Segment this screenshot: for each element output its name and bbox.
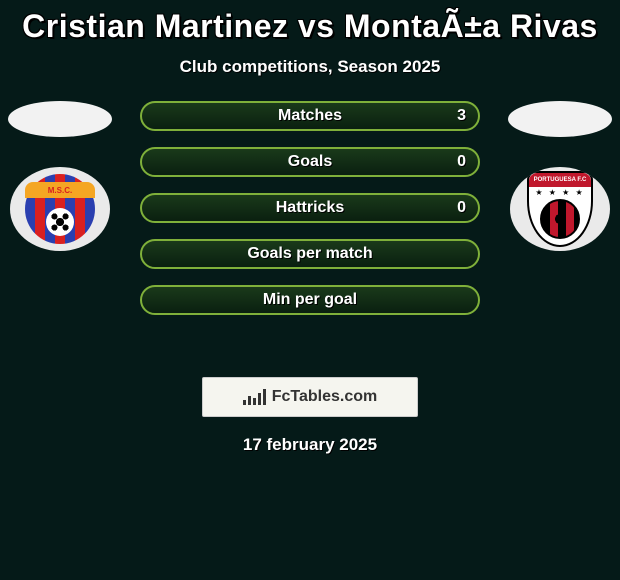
crest-left-initials: M.S.C. bbox=[25, 182, 95, 198]
stars-icon: ★ ★ ★ ★ bbox=[535, 188, 584, 197]
club-left-crest: M.S.C. bbox=[10, 167, 110, 251]
bar-chart-icon bbox=[243, 389, 266, 405]
player-left-avatar bbox=[8, 101, 112, 137]
stat-label: Goals per match bbox=[247, 245, 372, 263]
stats-table: Matches 3 Goals 0 Hattricks 0 Goals per match M… bbox=[140, 101, 480, 331]
club-right-crest: PORTUGUESA F.C ★ ★ ★ ★ bbox=[510, 167, 610, 251]
stat-row: Min per goal bbox=[140, 285, 480, 315]
stat-right-value: 0 bbox=[457, 149, 466, 175]
stat-label: Min per goal bbox=[263, 291, 357, 309]
stat-label: Hattricks bbox=[276, 199, 344, 217]
stat-right-value: 3 bbox=[457, 103, 466, 129]
crest-right-banner: PORTUGUESA F.C bbox=[529, 173, 591, 187]
stat-row: Hattricks 0 bbox=[140, 193, 480, 223]
logo-text: FcTables.com bbox=[272, 388, 378, 406]
subtitle: Club competitions, Season 2025 bbox=[0, 57, 620, 77]
stat-right-value: 0 bbox=[457, 195, 466, 221]
player-left-column: M.S.C. bbox=[0, 101, 120, 251]
stat-label: Matches bbox=[278, 107, 342, 125]
stat-row: Goals 0 bbox=[140, 147, 480, 177]
soccer-ball-icon bbox=[540, 199, 580, 239]
stat-row: Goals per match bbox=[140, 239, 480, 269]
comparison-infographic: Cristian Martinez vs MontaÃ±a Rivas Club… bbox=[0, 0, 620, 580]
page-title: Cristian Martinez vs MontaÃ±a Rivas bbox=[0, 0, 620, 45]
fctables-logo: FcTables.com bbox=[202, 377, 418, 417]
soccer-ball-icon bbox=[46, 208, 74, 236]
date-text: 17 february 2025 bbox=[0, 435, 620, 455]
content-area: M.S.C. PORTUGUESA F.C ★ ★ ★ ★ Matches 3 Go… bbox=[0, 101, 620, 361]
player-right-column: PORTUGUESA F.C ★ ★ ★ ★ bbox=[500, 101, 620, 251]
stat-label: Goals bbox=[288, 153, 332, 171]
player-right-avatar bbox=[508, 101, 612, 137]
stat-row: Matches 3 bbox=[140, 101, 480, 131]
